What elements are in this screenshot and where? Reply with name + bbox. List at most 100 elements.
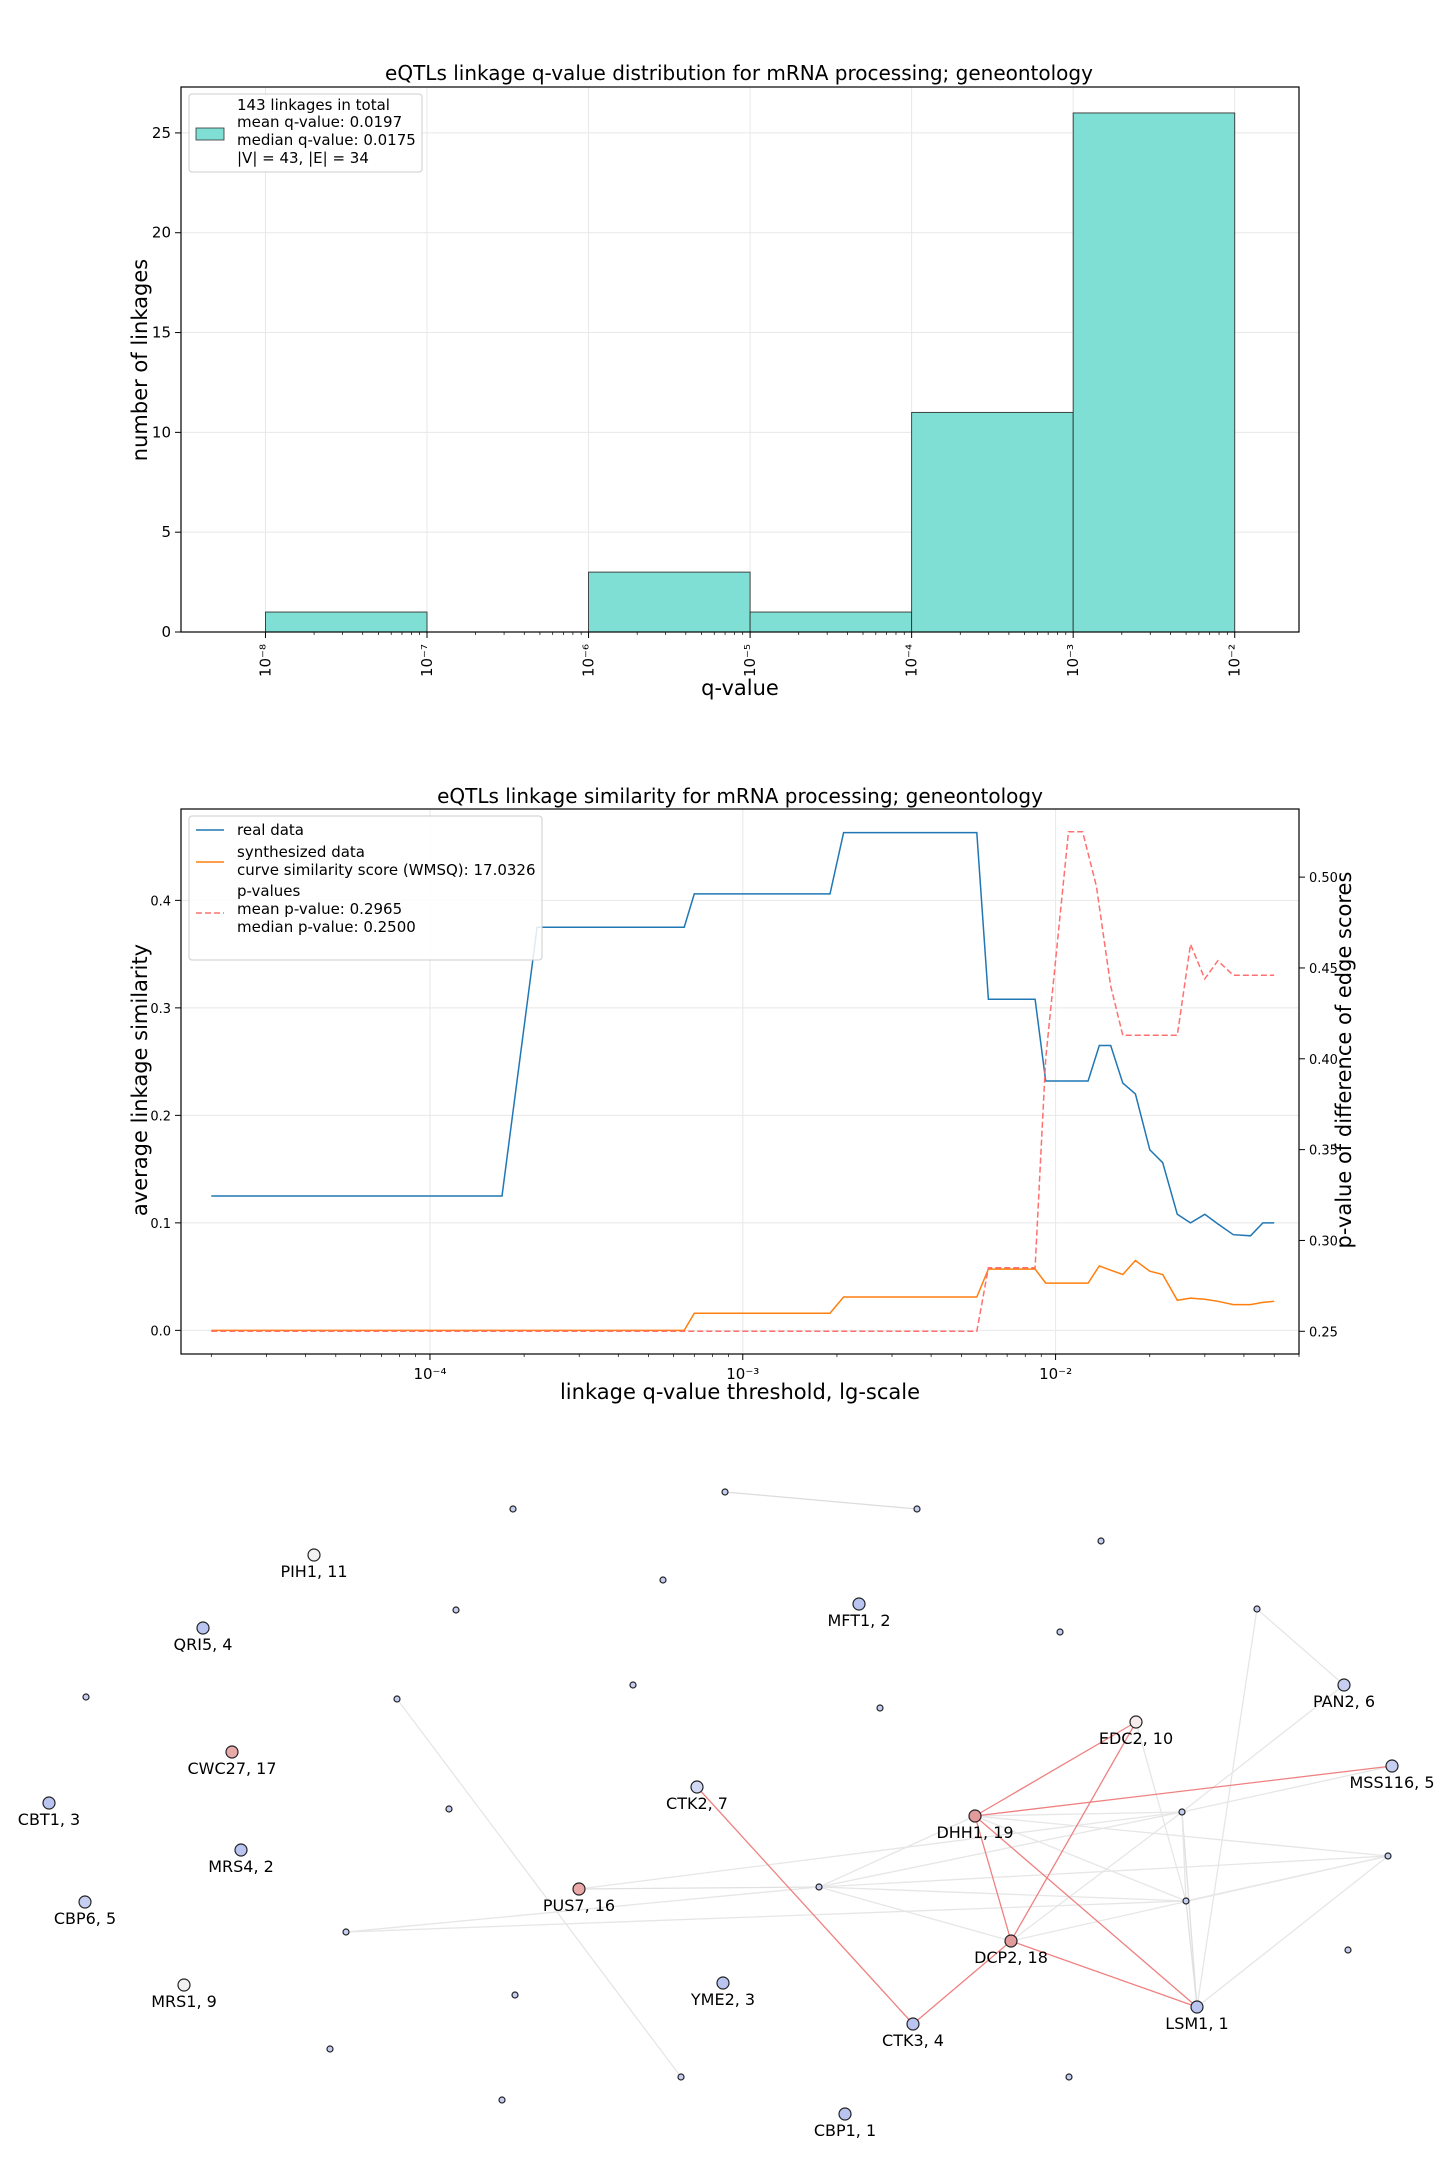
network-node-label-PAN2: PAN2, 6 (1313, 1692, 1375, 1711)
chart2-legend: real data synthesized data curve similar… (188, 815, 543, 961)
chart1-x-tick-label-2: 10⁻⁶ (580, 644, 598, 677)
chart2-y-tick-label-0: 0.0 (150, 1324, 171, 1339)
chart1-legend-line-2: median q-value: 0.0175 (237, 131, 416, 149)
network-edge-n7-LSM1 (1196, 1608, 1258, 2008)
chart1-title: eQTLs linkage q-value distribution for m… (385, 61, 1093, 85)
chart1-bars (265, 112, 1236, 633)
network-edge-DHH1-n14 (974, 1811, 1183, 1817)
network-node-CBP6 (78, 1895, 92, 1909)
network-edge-DHH1-EDC2 (974, 1721, 1137, 1817)
chart1-y-tick-label-3: 15 (152, 324, 171, 342)
network-node-n16 (815, 1883, 823, 1891)
network-node-CBT1 (42, 1796, 56, 1810)
chart2-series-synthesized-data (211, 1259, 1275, 1332)
network-node-label-DCP2: DCP2, 18 (974, 1948, 1048, 1967)
network-node-label-QRI5: QRI5, 4 (174, 1635, 233, 1654)
network-edge-EDC2-n17 (1135, 1721, 1187, 1902)
network-node-n6 (452, 1606, 460, 1614)
network-edge-n14-MSS116 (1181, 1765, 1393, 1813)
chart2-y-ticks: 0.0 0.1 0.2 0.3 0.4 (150, 894, 181, 1339)
chart1-x-tick-label-5: 10⁻³ (1064, 644, 1082, 677)
network-node-CTK3 (906, 2017, 920, 2031)
chart1-y-tick-label-0: 0 (161, 623, 171, 641)
chart2-legend-synth: synthesized data (237, 843, 365, 861)
network-node-n23 (1065, 2073, 1073, 2081)
chart1-bar-0 (265, 611, 428, 633)
chart2-y2-tick-label-3: 0.40 (1309, 1053, 1338, 1068)
chart2-y-tick-label-2: 0.2 (150, 1109, 171, 1124)
chart1-y-tick-label-4: 20 (152, 224, 171, 242)
network-node-label-MFT1: MFT1, 2 (827, 1611, 890, 1630)
network-node-CBP1 (838, 2107, 852, 2121)
network-node-EDC2 (1129, 1715, 1143, 1729)
chart1-x-tick-label-4: 10⁻⁴ (903, 644, 921, 677)
network-node-DHH1 (968, 1809, 982, 1823)
network-node-n15 (1384, 1852, 1392, 1860)
chart2-y-tick-label-3: 0.3 (150, 1002, 171, 1017)
network-node-n13 (445, 1805, 453, 1813)
network-edge-DCP2-n15 (1010, 1855, 1389, 1942)
chart2-y-label: average linkage similarity (128, 944, 152, 1216)
network-edge-DHH1-n17 (974, 1815, 1187, 1902)
chart1-y-ticks: 0 5 10 15 20 25 (152, 124, 181, 641)
network-node-label-CBP1: CBP1, 1 (814, 2121, 876, 2140)
chart1-legend-box (188, 93, 423, 173)
network-node-PIH1 (307, 1548, 321, 1562)
network-node-n20 (511, 1991, 519, 1999)
chart1-legend-line-1: mean q-value: 0.0197 (237, 113, 402, 131)
chart2-x-tick-label-2: 10⁻² (1039, 1365, 1072, 1383)
network-nodes: PIH1, 11 QRI5, 4 MFT1, 2 PAN2, 6 EDC2, 10 CWC… (18, 1488, 1435, 2140)
network-node-label-DHH1: DHH1, 19 (936, 1823, 1013, 1842)
network-node-QRI5 (196, 1621, 210, 1635)
network-node-label-MRS4: MRS4, 2 (208, 1857, 274, 1876)
network-edge-n18-n17 (345, 1900, 1187, 1933)
network-edge-DCP2-n14 (1010, 1811, 1183, 1942)
network-node-label-EDC2: EDC2, 10 (1099, 1729, 1173, 1748)
network-node-n1 (721, 1488, 729, 1496)
network-node-label-CTK2: CTK2, 7 (666, 1794, 728, 1813)
network-node-YME2 (716, 1976, 730, 1990)
chart2-x-ticks: 10⁻⁴ 10⁻³ 10⁻² (210, 1354, 1300, 1383)
chart1-plot-frame (180, 86, 1300, 633)
chart1-x-label: q-value (701, 676, 779, 700)
network-edge-CTK2-CTK3 (696, 1786, 914, 2025)
chart2-y2-tick-label-5: 0.50 (1309, 871, 1338, 886)
chart1-y-tick-label-1: 5 (161, 523, 171, 541)
network-node-MSS116 (1385, 1759, 1399, 1773)
chart1-x-tick-label-3: 10⁻⁵ (741, 644, 759, 677)
network-edge-DHH1-MSS116 (974, 1765, 1393, 1817)
network-edge-LSM1-n15 (1196, 1855, 1389, 2008)
network-node-MFT1 (852, 1597, 866, 1611)
gene-network-graph: PIH1, 11 QRI5, 4 MFT1, 2 PAN2, 6 EDC2, 10 CWC… (18, 1488, 1435, 2140)
chart2-x-label: linkage q-value threshold, lg-scale (560, 1380, 920, 1404)
network-edge-n14-LSM1 (1181, 1811, 1198, 2008)
chart1-legend: 143 linkages in total mean q-value: 0.01… (188, 93, 423, 173)
network-edge-DHH1-DCP2 (974, 1815, 1012, 1942)
network-edge-n16-n14 (818, 1811, 1183, 1888)
chart1-y-label: number of linkages (128, 259, 152, 461)
similarity-line-chart: eQTLs linkage similarity for mRNA proces… (128, 784, 1356, 1404)
network-node-label-PIH1: PIH1, 11 (280, 1562, 347, 1581)
network-edge-DHH1-n15 (974, 1815, 1389, 1857)
network-node-n9 (629, 1681, 637, 1689)
network-edge-DHH1-LSM1 (974, 1815, 1198, 2008)
network-edges (345, 1491, 1393, 2078)
network-node-PUS7 (572, 1882, 586, 1896)
network-node-n17 (1182, 1897, 1190, 1905)
network-node-label-CWC27: CWC27, 17 (187, 1759, 276, 1778)
chart1-legend-line-0: 143 linkages in total (237, 96, 390, 114)
chart1-legend-swatch (195, 127, 225, 141)
network-node-n11 (393, 1695, 401, 1703)
chart1-bar-4 (911, 411, 1074, 633)
chart2-series-real-data (211, 831, 1275, 1237)
network-node-n4 (1097, 1537, 1105, 1545)
network-edge-n1-n3 (724, 1491, 918, 1510)
network-node-n12 (876, 1704, 884, 1712)
chart2-y2-tick-label-1: 0.30 (1309, 1234, 1338, 1249)
network-node-n19 (1344, 1946, 1352, 1954)
chart2-legend-box (188, 815, 543, 961)
chart1-bar-3 (749, 611, 913, 633)
network-node-label-CBT1: CBT1, 3 (18, 1810, 80, 1829)
chart1-y-tick-label-2: 10 (152, 423, 171, 441)
chart1-x-ticks: 10⁻⁸ 10⁻⁷ 10⁻⁶ 10⁻⁵ 10⁻⁴ 10⁻³ 10⁻² (256, 632, 1244, 677)
